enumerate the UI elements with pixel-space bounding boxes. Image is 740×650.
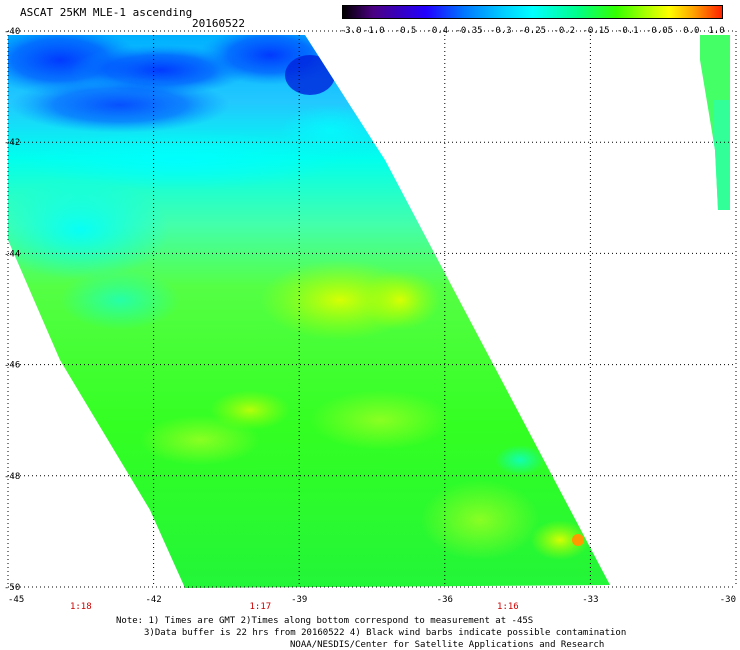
colorbar-tick-label: -0.3 xyxy=(489,26,512,36)
lat-lon-grid xyxy=(7,30,737,588)
map-title: ASCAT 25KM MLE-1 ascending xyxy=(20,6,193,19)
credit-line: NOAA/NESDIS/Center for Satellite Applica… xyxy=(290,640,605,650)
map-date: 20160522 xyxy=(192,17,245,30)
colorbar-tick-label: -0.2 xyxy=(553,26,576,36)
colorbar-tick-label: 1.0 xyxy=(708,26,725,36)
colorbar-tick-label: -0.35 xyxy=(455,26,483,36)
colorbar-tick-label: -3.0 xyxy=(339,26,362,36)
time-label: 1:17 xyxy=(250,602,272,612)
longitude-tick-label: -30 xyxy=(720,595,736,605)
wind-swath-west xyxy=(8,35,610,588)
note-line-2: 3)Data buffer is 22 hrs from 20160522 4)… xyxy=(144,628,627,638)
time-label: 1:16 xyxy=(497,602,519,612)
latitude-labels: -40 -42 -44 -46 -48 -50 xyxy=(4,27,20,593)
longitude-tick-label: -36 xyxy=(437,595,453,605)
colorbar-tick-label: -0.15 xyxy=(582,26,610,36)
latitude-tick-label: -42 xyxy=(4,138,20,148)
note-line-1: Note: 1) Times are GMT 2)Times along bot… xyxy=(116,616,534,626)
colorbar-tick-label: -0.4 xyxy=(426,26,449,36)
longitude-tick-label: -45 xyxy=(8,595,24,605)
colorbar-tick-label: -1.0 xyxy=(362,26,385,36)
wind-swath-east xyxy=(700,35,730,210)
time-label: 1:18 xyxy=(70,602,92,612)
latitude-tick-label: -48 xyxy=(4,472,20,482)
longitude-tick-label: -33 xyxy=(582,595,598,605)
colorbar-tick-label: -0.05 xyxy=(645,26,674,36)
latitude-tick-label: -50 xyxy=(4,583,20,593)
colorbar-tick-label: -0.1 xyxy=(616,26,639,36)
colorbar-tick-label: -0.25 xyxy=(518,26,547,36)
colorbar-tick-label: 0.0 xyxy=(683,26,700,36)
latitude-tick-label: -46 xyxy=(4,361,20,371)
longitude-tick-label: -42 xyxy=(145,595,161,605)
colorbar-tick-label: -0.5 xyxy=(394,26,417,36)
colorbar xyxy=(342,5,723,19)
time-labels: 1:18 1:17 1:16 xyxy=(70,602,519,612)
latitude-tick-label: -40 xyxy=(4,27,20,37)
longitude-tick-label: -39 xyxy=(291,595,307,605)
longitude-labels: -45 -42 -39 -36 -33 -30 xyxy=(8,595,736,605)
latitude-tick-label: -44 xyxy=(4,249,20,259)
